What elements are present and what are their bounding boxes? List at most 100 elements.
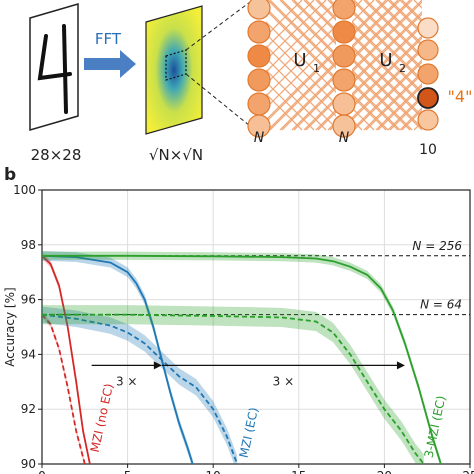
annotation-arrowhead <box>153 361 162 370</box>
network-node <box>332 92 356 116</box>
fft-spectrum-image <box>145 5 203 135</box>
series-line <box>42 255 91 464</box>
y-axis-label: Accuracy [%] <box>3 287 17 366</box>
series-band <box>42 311 85 464</box>
mesh-line <box>269 0 401 131</box>
mesh-line <box>401 0 422 131</box>
mesh-line <box>363 0 422 131</box>
mesh-line <box>399 0 422 131</box>
layer1-subscript: 1 <box>313 62 320 75</box>
series-line <box>42 254 442 464</box>
input-size-label: 28×28 <box>31 146 82 164</box>
digit-four-image <box>37 24 72 114</box>
mesh-line <box>341 0 422 131</box>
mesh-line <box>375 0 422 131</box>
mesh-line <box>387 0 422 131</box>
mesh-line <box>462 0 474 130</box>
accuracy-chart: 90 92 94 96 98 100 0 5 10 15 20 25 Accuracy [%] N = 2… <box>3 183 474 474</box>
input-count-label: N <box>254 130 265 146</box>
output-node <box>417 39 439 61</box>
x-tick-label: 25 <box>462 469 474 474</box>
mesh-line <box>293 0 422 131</box>
network-node <box>247 68 271 92</box>
y-tick-label: 94 <box>21 347 36 361</box>
mesh-line <box>375 0 422 131</box>
output-node <box>417 17 439 39</box>
series-line <box>42 313 425 464</box>
hidden-count-label: N <box>339 130 350 146</box>
x-tick-label: 5 <box>124 469 132 474</box>
reference-line-label: N = 256 <box>412 239 462 253</box>
mesh-line <box>389 0 422 131</box>
y-tick-label: 98 <box>21 238 36 252</box>
series-band <box>42 305 424 464</box>
annotation-label: 3 × <box>116 374 138 388</box>
input-image-frame <box>29 3 79 131</box>
mesh-line <box>351 0 422 131</box>
y-tick-label: 100 <box>13 183 36 197</box>
layer2-label: U <box>379 50 392 71</box>
mesh-line <box>401 0 422 131</box>
mesh-line <box>462 0 474 130</box>
output-count-label: 10 <box>419 142 437 158</box>
network-node <box>247 92 271 116</box>
layer2-subscript: 2 <box>399 62 406 75</box>
y-tick-label: 90 <box>21 457 36 471</box>
series-line <box>42 254 194 464</box>
mesh-line <box>387 0 422 131</box>
x-tick-label: 10 <box>206 469 221 474</box>
x-tick-label: 20 <box>377 469 392 474</box>
mesh-line <box>389 0 422 131</box>
output-node-selected <box>417 87 439 109</box>
projection-line-top <box>185 1 251 51</box>
layer1-label: U <box>293 50 306 71</box>
x-tick-label: 15 <box>291 469 306 474</box>
mesh-line <box>438 0 474 130</box>
plot-frame <box>41 189 471 465</box>
output-node <box>417 109 439 131</box>
network-nodes <box>247 0 439 138</box>
network-node <box>247 20 271 44</box>
series-label: MZI (no EC) <box>88 382 116 453</box>
mesh-line <box>450 0 474 130</box>
mesh-line <box>365 0 422 131</box>
panel-b-label: b <box>4 165 16 185</box>
mesh-line <box>399 0 422 131</box>
network-node <box>332 114 356 138</box>
fft-label: FFT <box>95 30 122 48</box>
mesh-line <box>266 0 389 131</box>
mesh-line <box>305 0 422 131</box>
series-band <box>42 306 238 464</box>
mesh-line <box>365 0 422 131</box>
network-node <box>247 114 271 138</box>
y-tick-label: 92 <box>21 402 36 416</box>
series-label: 3-MZI (EC) <box>422 394 449 459</box>
fft-arrow-icon <box>84 50 136 78</box>
mesh-line <box>377 0 422 131</box>
network-node <box>332 20 356 44</box>
plot-area <box>42 250 470 464</box>
annotation-label: 3 × <box>273 374 295 388</box>
spectrum-size-label: √N×√N <box>149 146 203 164</box>
network-node <box>332 44 356 68</box>
series-band <box>42 252 90 464</box>
series-line <box>42 314 86 464</box>
output-class-label: "4" <box>448 87 473 106</box>
mesh-line <box>353 0 422 131</box>
series-line <box>42 313 239 464</box>
network-node <box>332 68 356 92</box>
x-tick-label: 0 <box>38 469 46 474</box>
mesh-line <box>363 0 422 131</box>
mesh-line <box>339 0 422 131</box>
series-label: MZI (EC) <box>237 406 261 459</box>
reference-line-label: N = 64 <box>420 298 462 312</box>
network-node <box>332 0 356 20</box>
panel-a: 28×28 FFT √N×√N U 1 U 2 "4" N N 10 <box>29 0 474 164</box>
mesh-line <box>450 0 474 130</box>
network-node <box>247 44 271 68</box>
output-node <box>417 63 439 85</box>
network-node <box>247 0 271 20</box>
y-tick-label: 96 <box>21 293 36 307</box>
annotation-arrowhead <box>396 361 405 370</box>
